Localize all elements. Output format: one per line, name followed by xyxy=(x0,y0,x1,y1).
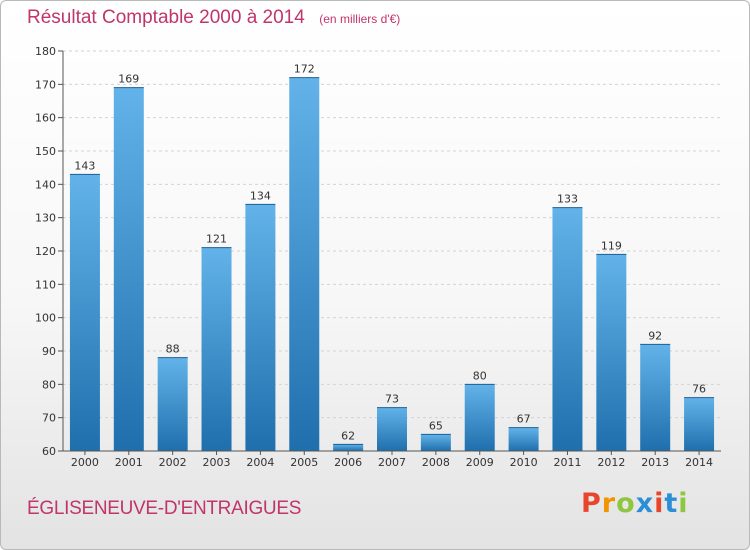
logo-letter: r xyxy=(601,488,617,519)
data-label-2007: 73 xyxy=(385,393,399,406)
x-tick-label-2014: 2014 xyxy=(685,456,713,469)
x-tick-label-2009: 2009 xyxy=(466,456,494,469)
y-tick-label: 70 xyxy=(42,412,56,425)
y-tick-label: 140 xyxy=(35,178,56,191)
chart-title: Résultat Comptable 2000 à 2014 xyxy=(27,7,305,28)
data-label-2013: 92 xyxy=(648,329,662,342)
logo-letter: i xyxy=(654,488,665,519)
data-label-2010: 67 xyxy=(517,413,531,426)
x-tick-label-2013: 2013 xyxy=(641,456,669,469)
y-tick-label: 120 xyxy=(35,245,56,258)
y-tick-label: 170 xyxy=(35,78,56,91)
data-label-2008: 65 xyxy=(429,419,443,432)
bar-2011 xyxy=(552,207,583,451)
axes: 60 70 80 90 100 110 120 130 140 150 160 170 180 2000 2… xyxy=(35,45,721,469)
bar-2000 xyxy=(69,174,100,452)
bar-2001 xyxy=(113,87,144,452)
x-tick-label-2011: 2011 xyxy=(553,456,581,469)
data-label-2005: 172 xyxy=(294,63,315,76)
y-tick-label: 130 xyxy=(35,212,56,225)
y-tick-label: 90 xyxy=(42,345,56,358)
x-tick-label-2012: 2012 xyxy=(597,456,625,469)
x-tick-label-2002: 2002 xyxy=(159,456,187,469)
bar-2002 xyxy=(157,357,188,451)
proxiti-logo: Proxiti xyxy=(581,488,689,519)
data-label-2000: 143 xyxy=(74,159,95,172)
bar-2008 xyxy=(420,434,451,451)
bars xyxy=(69,77,715,452)
chart-title-block: Résultat Comptable 2000 à 2014 (en milli… xyxy=(27,7,400,29)
data-label-2009: 80 xyxy=(473,369,487,382)
x-tick-label-2005: 2005 xyxy=(290,456,318,469)
y-tick-label: 80 xyxy=(42,378,56,391)
logo-letter: t xyxy=(664,488,679,519)
bar-2003 xyxy=(201,247,232,451)
data-label-2003: 121 xyxy=(206,233,227,246)
x-tick-label-2001: 2001 xyxy=(115,456,143,469)
chart-subtitle: (en milliers d'€) xyxy=(319,12,401,26)
x-tick-label-2007: 2007 xyxy=(378,456,406,469)
data-label-2012: 119 xyxy=(601,239,622,252)
data-label-2001: 169 xyxy=(118,73,139,86)
data-label-2014: 76 xyxy=(692,383,706,396)
y-tick-label: 150 xyxy=(35,145,56,158)
x-tick-label-2004: 2004 xyxy=(246,456,274,469)
x-tick-label-2006: 2006 xyxy=(334,456,362,469)
logo-letter: x xyxy=(635,488,655,519)
x-tick-label-2003: 2003 xyxy=(203,456,231,469)
bar-2007 xyxy=(377,407,407,451)
bar-2010 xyxy=(508,427,539,451)
data-label-2002: 88 xyxy=(166,343,180,356)
y-tick-label: 160 xyxy=(35,112,56,125)
bar-2014 xyxy=(684,397,715,451)
bar-2004 xyxy=(245,204,276,451)
data-labels: 143 169 88 121 134 172 62 73 65 80 67 133 119 92 76 xyxy=(74,63,706,443)
bar-2013 xyxy=(640,344,671,451)
bar-2012 xyxy=(596,254,627,451)
bar-2005 xyxy=(289,77,320,452)
x-tick-label-2008: 2008 xyxy=(422,456,450,469)
x-tick-label-2010: 2010 xyxy=(510,456,538,469)
data-label-2011: 133 xyxy=(557,193,578,206)
logo-letter: o xyxy=(616,488,636,519)
y-tick-label: 110 xyxy=(35,278,56,291)
commune-name: ÉGLISENEUVE-D'ENTRAIGUES xyxy=(27,498,302,519)
logo-letter: i xyxy=(678,488,689,519)
bar-2006 xyxy=(333,444,364,451)
y-tick-label: 100 xyxy=(35,312,56,325)
y-tick-label: 60 xyxy=(42,445,56,458)
x-tick-label-2000: 2000 xyxy=(71,456,99,469)
y-tick-label: 180 xyxy=(35,45,56,58)
bar-2009 xyxy=(464,384,495,451)
data-label-2004: 134 xyxy=(250,189,271,202)
logo-letter: P xyxy=(581,488,602,519)
data-label-2006: 62 xyxy=(341,429,355,442)
